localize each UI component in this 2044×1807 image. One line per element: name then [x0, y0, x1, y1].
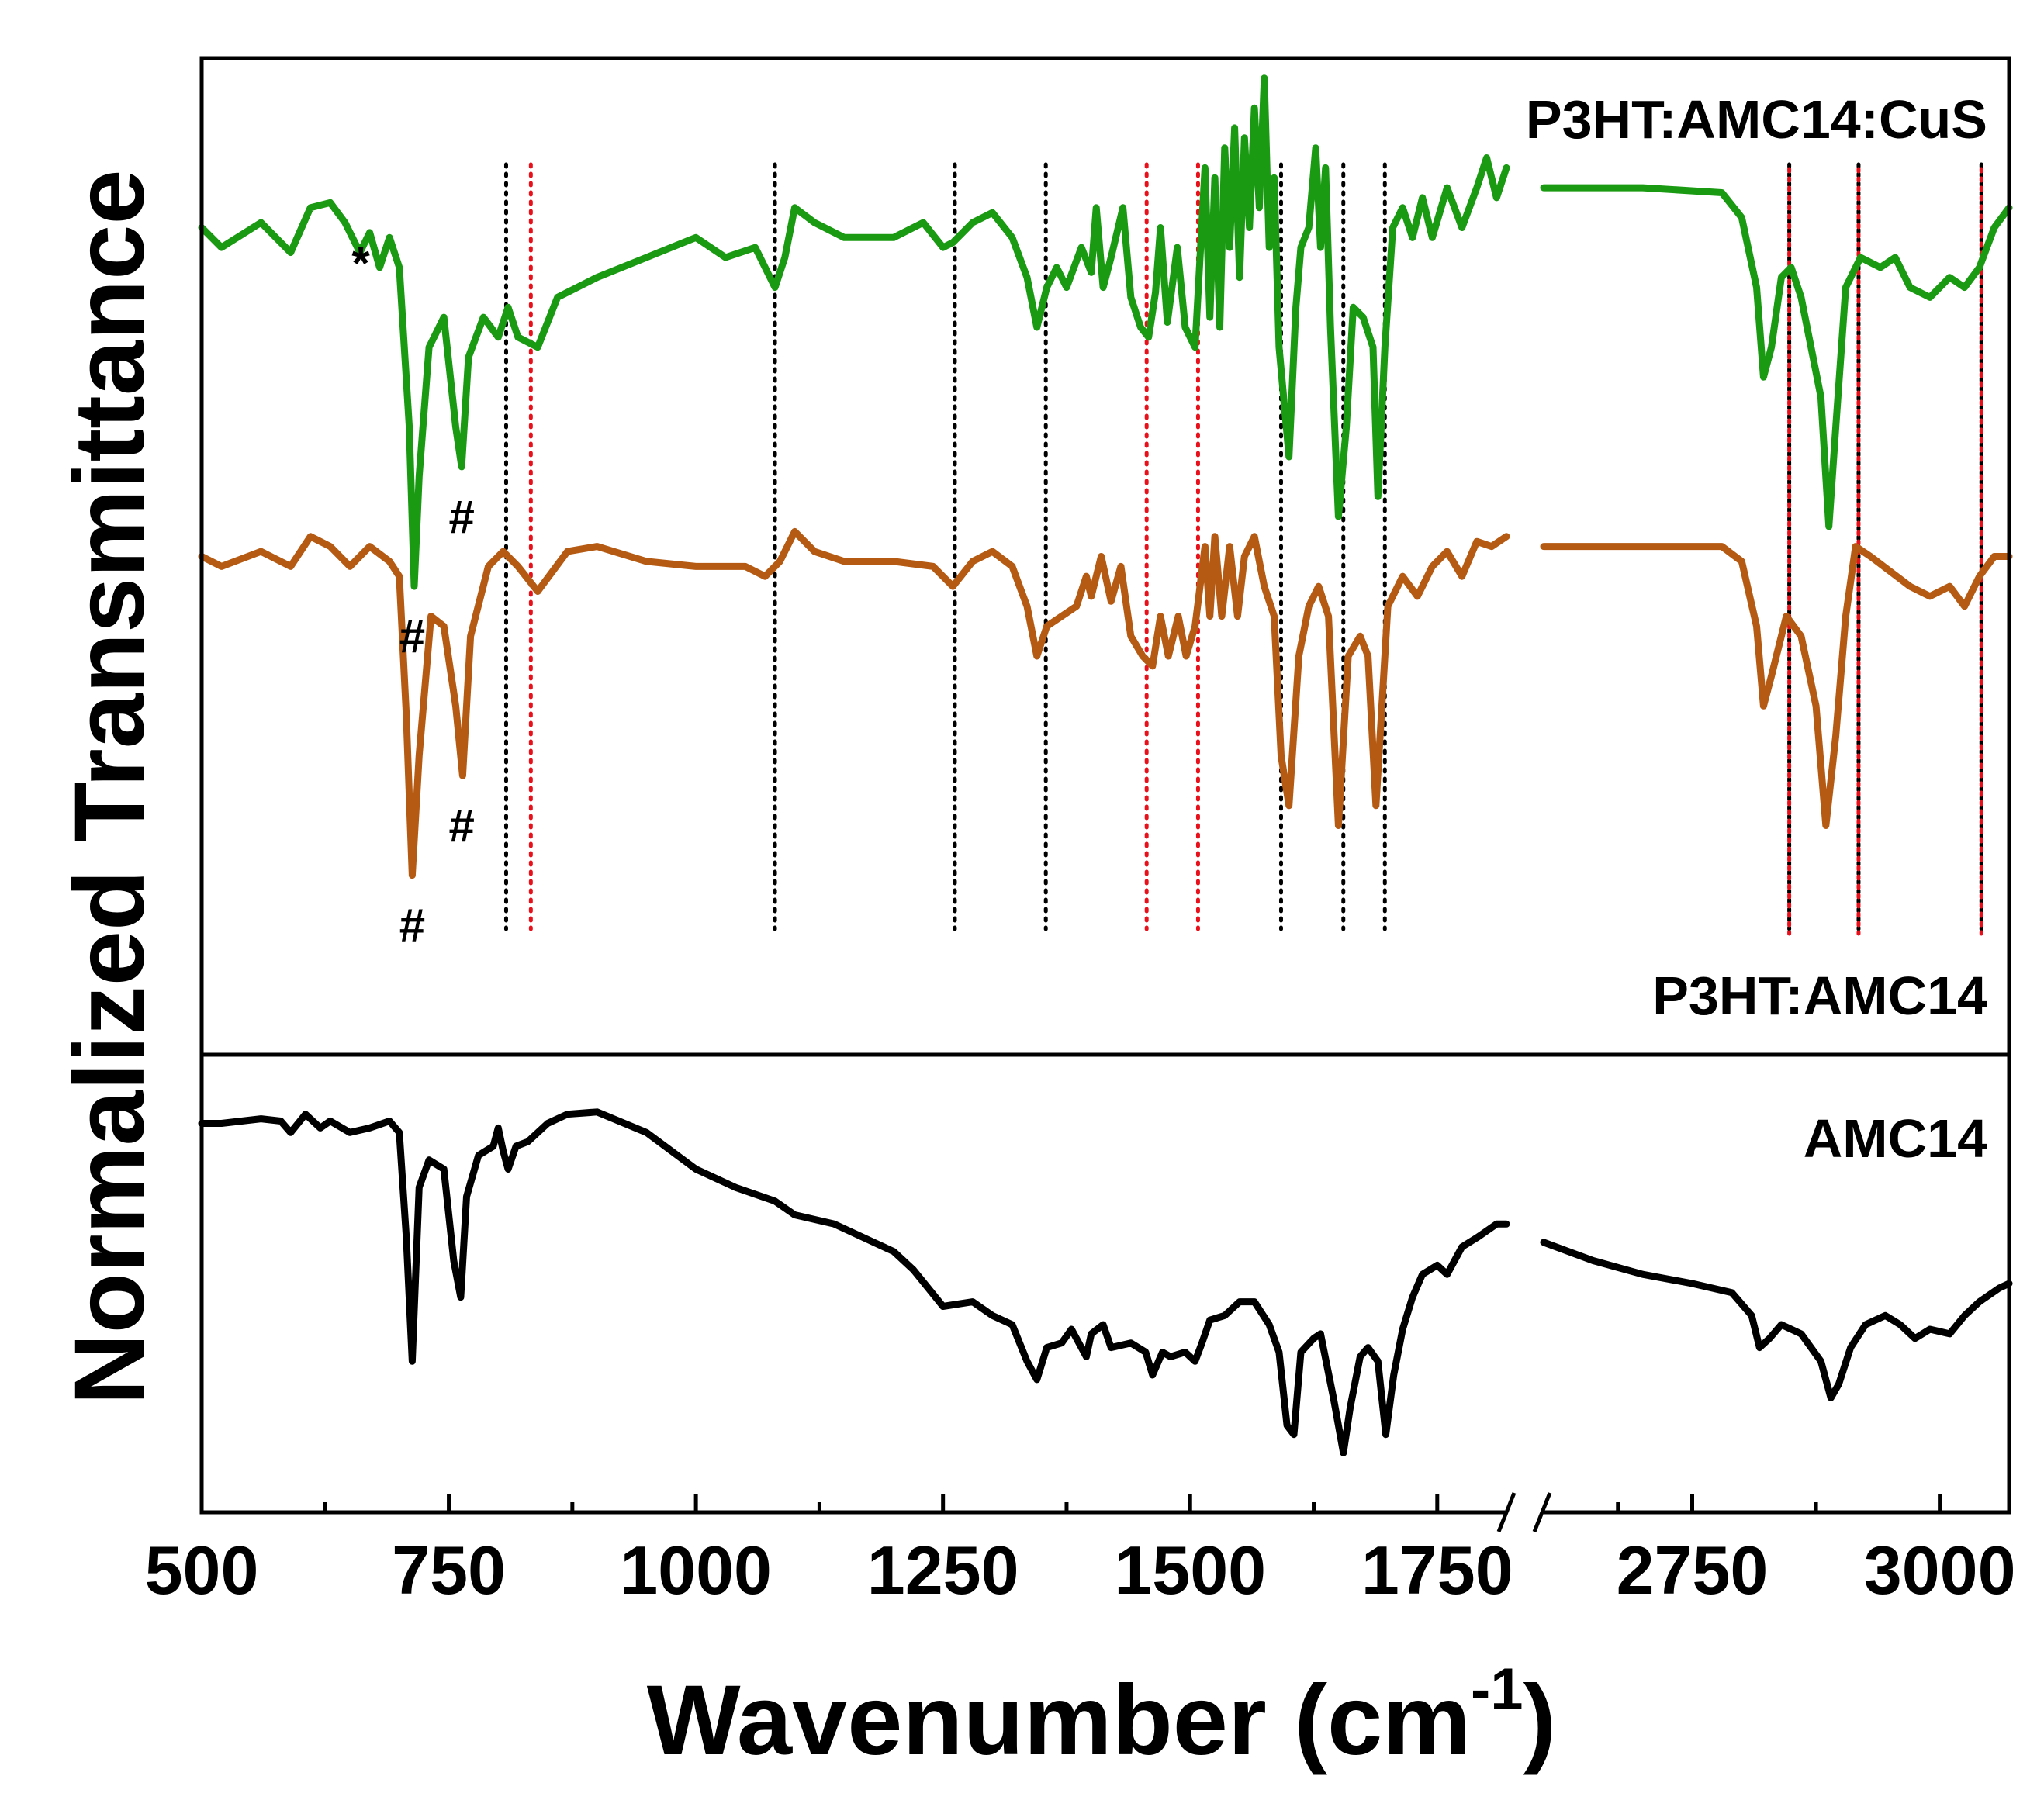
series-p3ht-amc14-segment-1: [198, 527, 1510, 879]
series-amc14-segment-2: [1540, 1239, 2013, 1401]
x-axis-title-main: Wavenumber (cm: [647, 1665, 1471, 1776]
panel-label-p3ht-amc14: P3HT:AMC14: [1652, 966, 1987, 1026]
y-axis-title: Normalized Transmittance: [54, 169, 165, 1404]
x-axis-title: Wavenumber (cm-1): [647, 1657, 1556, 1776]
peak-markers: * # # # #: [351, 237, 475, 952]
hash-marker: #: [448, 491, 474, 543]
x-tick-label-500: 500: [145, 1532, 259, 1608]
axis-break-marks: [1496, 1492, 1552, 1532]
x-tick-label-750: 750: [392, 1532, 506, 1608]
x-tick-label-1250: 1250: [867, 1532, 1019, 1608]
series-p3ht-amc14-cus-segment-2: [1540, 184, 2013, 530]
panel-label-p3ht-amc14-cus: P3HT:AMC14:CuS: [1526, 89, 1987, 150]
spectra: [198, 74, 2013, 1456]
panel-label-amc14: AMC14: [1804, 1108, 1987, 1169]
series-p3ht-amc14-segment-2: [1540, 543, 2013, 829]
hash-marker: #: [399, 900, 425, 952]
reference-lines: [503, 162, 1983, 936]
x-axis-title-close: ): [1523, 1665, 1557, 1776]
x-tick-label-3000: 3000: [1864, 1532, 2016, 1608]
bottom-panel-frame: [199, 1052, 2011, 1515]
hash-marker: #: [448, 800, 474, 852]
x-axis-ticks: 500 750 1000 1250 1500 1750 2750 3000: [145, 1494, 2016, 1608]
x-tick-label-1750: 1750: [1361, 1532, 1513, 1608]
asterisk-marker: *: [351, 237, 370, 289]
series-p3ht-amc14-cus-segment-1: [198, 74, 1510, 590]
series-amc14-segment-1: [198, 1108, 1510, 1456]
x-tick-label-2750: 2750: [1617, 1532, 1769, 1608]
x-tick-label-1500: 1500: [1114, 1532, 1266, 1608]
x-axis-title-superscript: -1: [1471, 1657, 1523, 1722]
hash-marker: #: [399, 610, 425, 662]
x-tick-label-1000: 1000: [620, 1532, 772, 1608]
